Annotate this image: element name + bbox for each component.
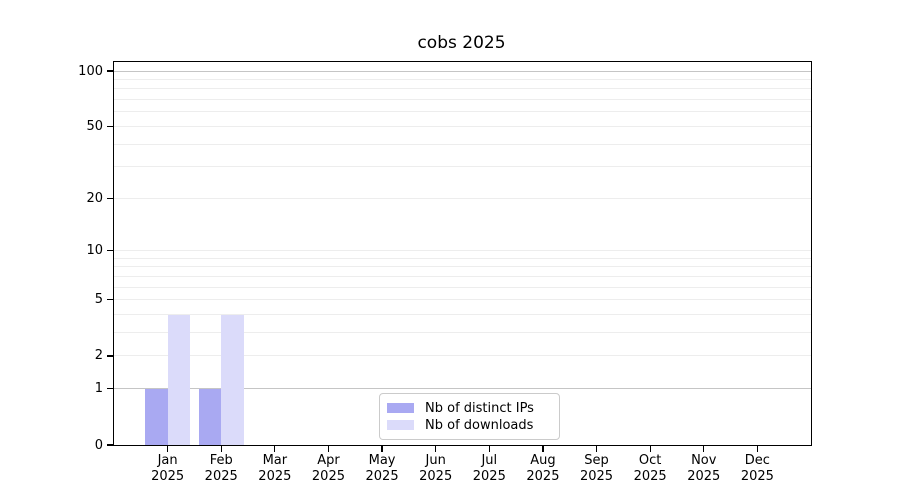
xtick-label-aug: Aug 2025: [526, 453, 560, 484]
gridline-y-10: [114, 250, 811, 252]
xtick-label-jan: Jan 2025: [151, 453, 185, 484]
xtick-sep: [595, 446, 598, 452]
gridline-y-1: [114, 388, 811, 390]
xtick-label-feb: Feb 2025: [204, 453, 238, 484]
xtick-label-jun: Jun 2025: [419, 453, 453, 484]
legend-item-distinct-ips: Nb of distinct IPs: [387, 400, 551, 416]
ytick-label-20: 20: [86, 190, 103, 206]
xtick-label-apr: Apr 2025: [311, 453, 345, 484]
xtick-label-mar: Mar 2025: [258, 453, 292, 484]
gridline-y-90: [114, 79, 811, 81]
xtick-jan: [167, 446, 169, 452]
xtick-label-sep: Sep 2025: [579, 453, 614, 484]
legend: Nb of distinct IPs Nb of downloads: [379, 393, 560, 440]
gridline-y-40: [114, 143, 811, 145]
legend-label-downloads: Nb of downloads: [425, 417, 534, 433]
xtick-aug: [542, 446, 544, 452]
gridline-y-5: [114, 299, 811, 301]
xtick-jun: [435, 446, 437, 452]
ytick-label-50: 50: [86, 118, 103, 134]
gridline-y-30: [114, 166, 811, 168]
ytick-label-5: 5: [94, 292, 103, 308]
ytick-5: [106, 299, 113, 301]
gridline-y-20: [114, 197, 811, 199]
xtick-may: [381, 446, 383, 452]
distinct-ips-swatch: [387, 403, 414, 413]
xtick-label-oct: Oct 2025: [633, 453, 667, 484]
ytick-label-1: 1: [94, 381, 103, 397]
ytick-label-100: 100: [78, 63, 103, 79]
ytick-2: [106, 355, 113, 357]
ytick-20: [106, 197, 113, 199]
plot-area: Nb of distinct IPs Nb of downloads 0 1 2 5 1…: [78, 61, 812, 484]
ytick-label-0: 0: [94, 437, 103, 453]
xtick-mar: [274, 446, 276, 452]
gridline-y-3: [114, 332, 811, 334]
xtick-label-may: May 2025: [365, 453, 399, 484]
xtick-jul: [488, 446, 490, 452]
gridline-y-7: [114, 276, 811, 278]
gridline-y-2: [114, 355, 811, 357]
xtick-dec: [756, 446, 758, 452]
gridline-y-9: [114, 257, 811, 259]
ytick-50: [106, 125, 113, 128]
ytick-label-2: 2: [94, 348, 103, 364]
gridline-y-80: [114, 88, 811, 90]
xtick-feb: [220, 446, 222, 452]
legend-item-downloads: Nb of downloads: [387, 417, 551, 433]
chart-title: cobs 2025: [417, 33, 506, 53]
ytick-0: [106, 444, 113, 446]
xtick-label-jul: Jul 2025: [472, 453, 506, 484]
gridline-y-50: [114, 125, 811, 127]
xtick-nov: [703, 446, 705, 452]
xtick-apr: [327, 446, 330, 452]
bar-jan-distinct-ips: [145, 388, 168, 445]
gridline-y-6: [114, 286, 811, 288]
xtick-label-dec: Dec 2025: [740, 453, 774, 484]
gridline-y-100: [114, 70, 811, 72]
gridline-y-8: [114, 266, 811, 268]
bar-feb-distinct-ips: [198, 388, 222, 445]
downloads-swatch: [387, 420, 414, 430]
bar-feb-downloads: [221, 314, 244, 445]
gridline-y-4: [114, 314, 811, 316]
xtick-oct: [649, 446, 651, 452]
ytick-100: [106, 70, 113, 72]
ytick-1: [106, 388, 113, 390]
bar-jan-downloads: [167, 314, 191, 445]
legend-label-distinct-ips: Nb of distinct IPs: [425, 400, 534, 416]
gridline-y-60: [114, 111, 811, 113]
ytick-label-10: 10: [86, 243, 103, 259]
gridline-y-70: [114, 99, 811, 101]
xtick-label-nov: Nov 2025: [687, 453, 721, 484]
ytick-10: [106, 250, 113, 252]
